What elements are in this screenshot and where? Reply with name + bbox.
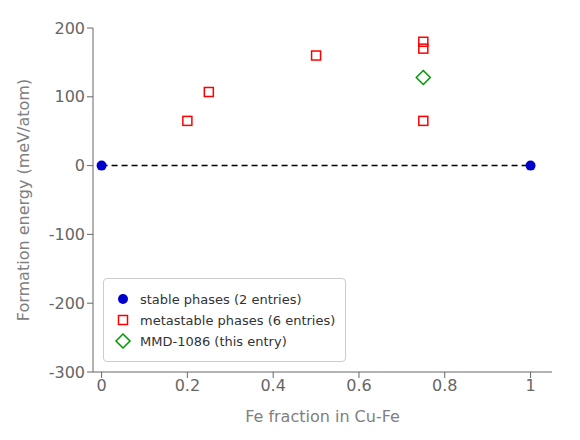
svg-text:0.6: 0.6 bbox=[346, 376, 371, 395]
html-text:metastable phases (6 entries): metastable phases (6 entries) bbox=[140, 312, 336, 328]
svg-text:Fe fraction in Cu-Fe: Fe fraction in Cu-Fe bbox=[245, 407, 400, 426]
svg-text:0.8: 0.8 bbox=[432, 376, 457, 395]
svg-text:Formation energy (meV/atom): Formation energy (meV/atom) bbox=[14, 79, 33, 321]
svg-text:200: 200 bbox=[54, 19, 85, 38]
svg-text:0.4: 0.4 bbox=[260, 376, 285, 395]
svg-text:100: 100 bbox=[54, 87, 85, 106]
svg-text:0: 0 bbox=[96, 376, 106, 395]
svg-text:0: 0 bbox=[75, 156, 85, 175]
svg-text:-200: -200 bbox=[49, 294, 85, 313]
html-text:stable phases (2 entries): stable phases (2 entries) bbox=[140, 291, 302, 307]
svg-text:-300: -300 bbox=[49, 363, 85, 382]
svg-text:1: 1 bbox=[525, 376, 535, 395]
svg-text:0.2: 0.2 bbox=[175, 376, 200, 395]
html-text:MMD-1086 (this entry): MMD-1086 (this entry) bbox=[140, 333, 287, 349]
svg-text:-100: -100 bbox=[49, 225, 85, 244]
